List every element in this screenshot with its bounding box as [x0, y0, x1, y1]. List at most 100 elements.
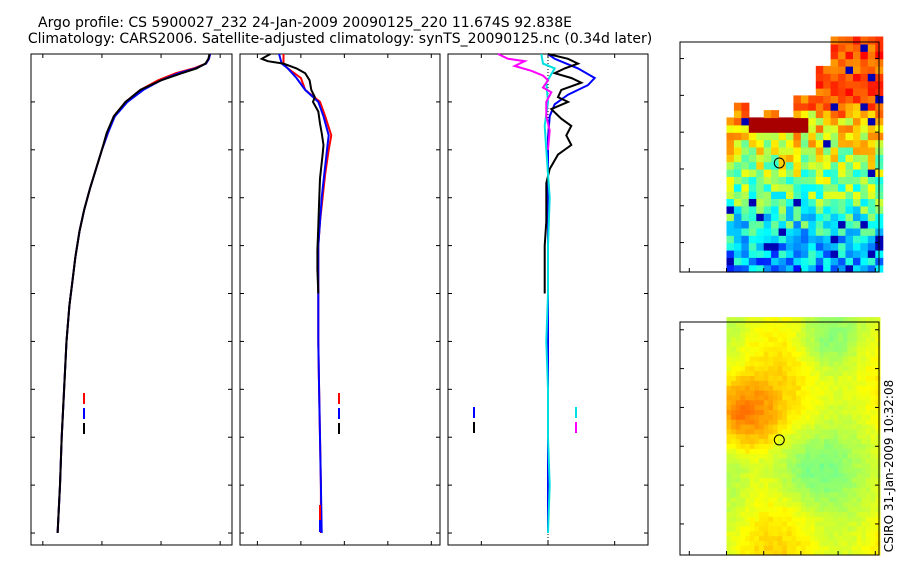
map-cell [791, 399, 797, 406]
map-cell [786, 540, 793, 546]
map-cell [763, 360, 769, 367]
map-cell [810, 545, 816, 551]
map-cell [768, 540, 774, 546]
map-cell [870, 506, 876, 512]
map-cell [768, 360, 774, 367]
map-cell [842, 428, 848, 435]
map-cell [782, 336, 788, 343]
map-cell [833, 356, 839, 362]
map-cell [726, 394, 732, 401]
map-cell [733, 117, 742, 126]
map-cell [745, 390, 751, 396]
map-cell [759, 550, 765, 556]
map-cell [740, 457, 746, 464]
map-cell [838, 117, 847, 126]
map-cell [749, 351, 755, 357]
map-cell [768, 516, 774, 522]
map-cell [745, 496, 751, 503]
map-cell [875, 370, 881, 376]
map-cell [759, 322, 765, 328]
map-cell [852, 467, 858, 474]
map-cell [740, 482, 746, 488]
map-cell [759, 457, 765, 464]
map-cell [726, 117, 735, 126]
map-cell [733, 132, 742, 141]
map-cell [838, 176, 847, 185]
map-cell [815, 154, 824, 163]
map-cell [867, 110, 876, 119]
map-cell [754, 453, 760, 459]
map-cell [786, 482, 793, 488]
map-cell [866, 336, 872, 343]
map-cell [773, 394, 779, 401]
map-cell [800, 462, 807, 469]
map-cell [745, 365, 751, 372]
map-cell [778, 227, 787, 236]
map-cell [800, 525, 807, 532]
map-cell [740, 511, 746, 517]
map-cell [861, 521, 867, 527]
map-cell [800, 220, 809, 229]
map-cell [847, 477, 853, 483]
map-cell [768, 351, 774, 357]
map-cell [749, 443, 755, 449]
map-cell [791, 545, 797, 551]
map-cell [773, 550, 779, 556]
map-cell [842, 414, 848, 420]
map-cell [819, 399, 825, 406]
map-cell [815, 102, 824, 111]
map-cell [828, 530, 834, 537]
map-cell [861, 375, 867, 381]
map-cell [867, 227, 876, 236]
map-cell [731, 530, 737, 537]
map-cell [808, 249, 817, 258]
map-cell [735, 550, 741, 556]
map-cell [838, 467, 844, 474]
map-cell [735, 462, 741, 469]
map-cell [796, 346, 802, 352]
map-cell [771, 264, 780, 273]
map-cell [782, 341, 788, 347]
map-cell [861, 336, 867, 343]
map-cell [847, 322, 853, 328]
map-cell [808, 154, 817, 163]
map-cell [830, 169, 839, 177]
map-cell [861, 530, 867, 537]
map-cell [814, 491, 820, 498]
map-cell [763, 117, 772, 126]
map-cell [805, 506, 811, 512]
map-cell [800, 365, 807, 372]
map-cell [861, 467, 867, 474]
map-cell [814, 326, 820, 333]
map-cell [814, 346, 820, 352]
map-cell [793, 227, 802, 236]
map-cell [808, 213, 817, 222]
map-cell [796, 472, 802, 478]
map-cell [870, 491, 876, 498]
map-cell [763, 448, 769, 454]
map-cell [733, 110, 742, 119]
map-cell [778, 124, 787, 133]
map-cell [773, 336, 779, 343]
map-cell [867, 176, 876, 185]
map-cell [756, 169, 765, 177]
map-cell [833, 370, 839, 376]
map-cell [763, 404, 769, 410]
map-cell [793, 161, 802, 170]
map-cell [777, 496, 783, 503]
map-cell [870, 336, 876, 343]
map-cell [726, 317, 732, 323]
map-cell [754, 419, 760, 425]
map-cell [847, 438, 853, 444]
map-cell [768, 487, 774, 493]
map-cell [870, 462, 876, 469]
map-cell [786, 351, 793, 357]
map-cell [814, 448, 820, 454]
map-cell [814, 356, 820, 362]
map-cell [773, 467, 779, 474]
map-cell [838, 462, 844, 469]
map-cell [763, 154, 772, 163]
map-cell [800, 491, 807, 498]
map-cell [763, 132, 772, 141]
map-cell [768, 453, 774, 459]
